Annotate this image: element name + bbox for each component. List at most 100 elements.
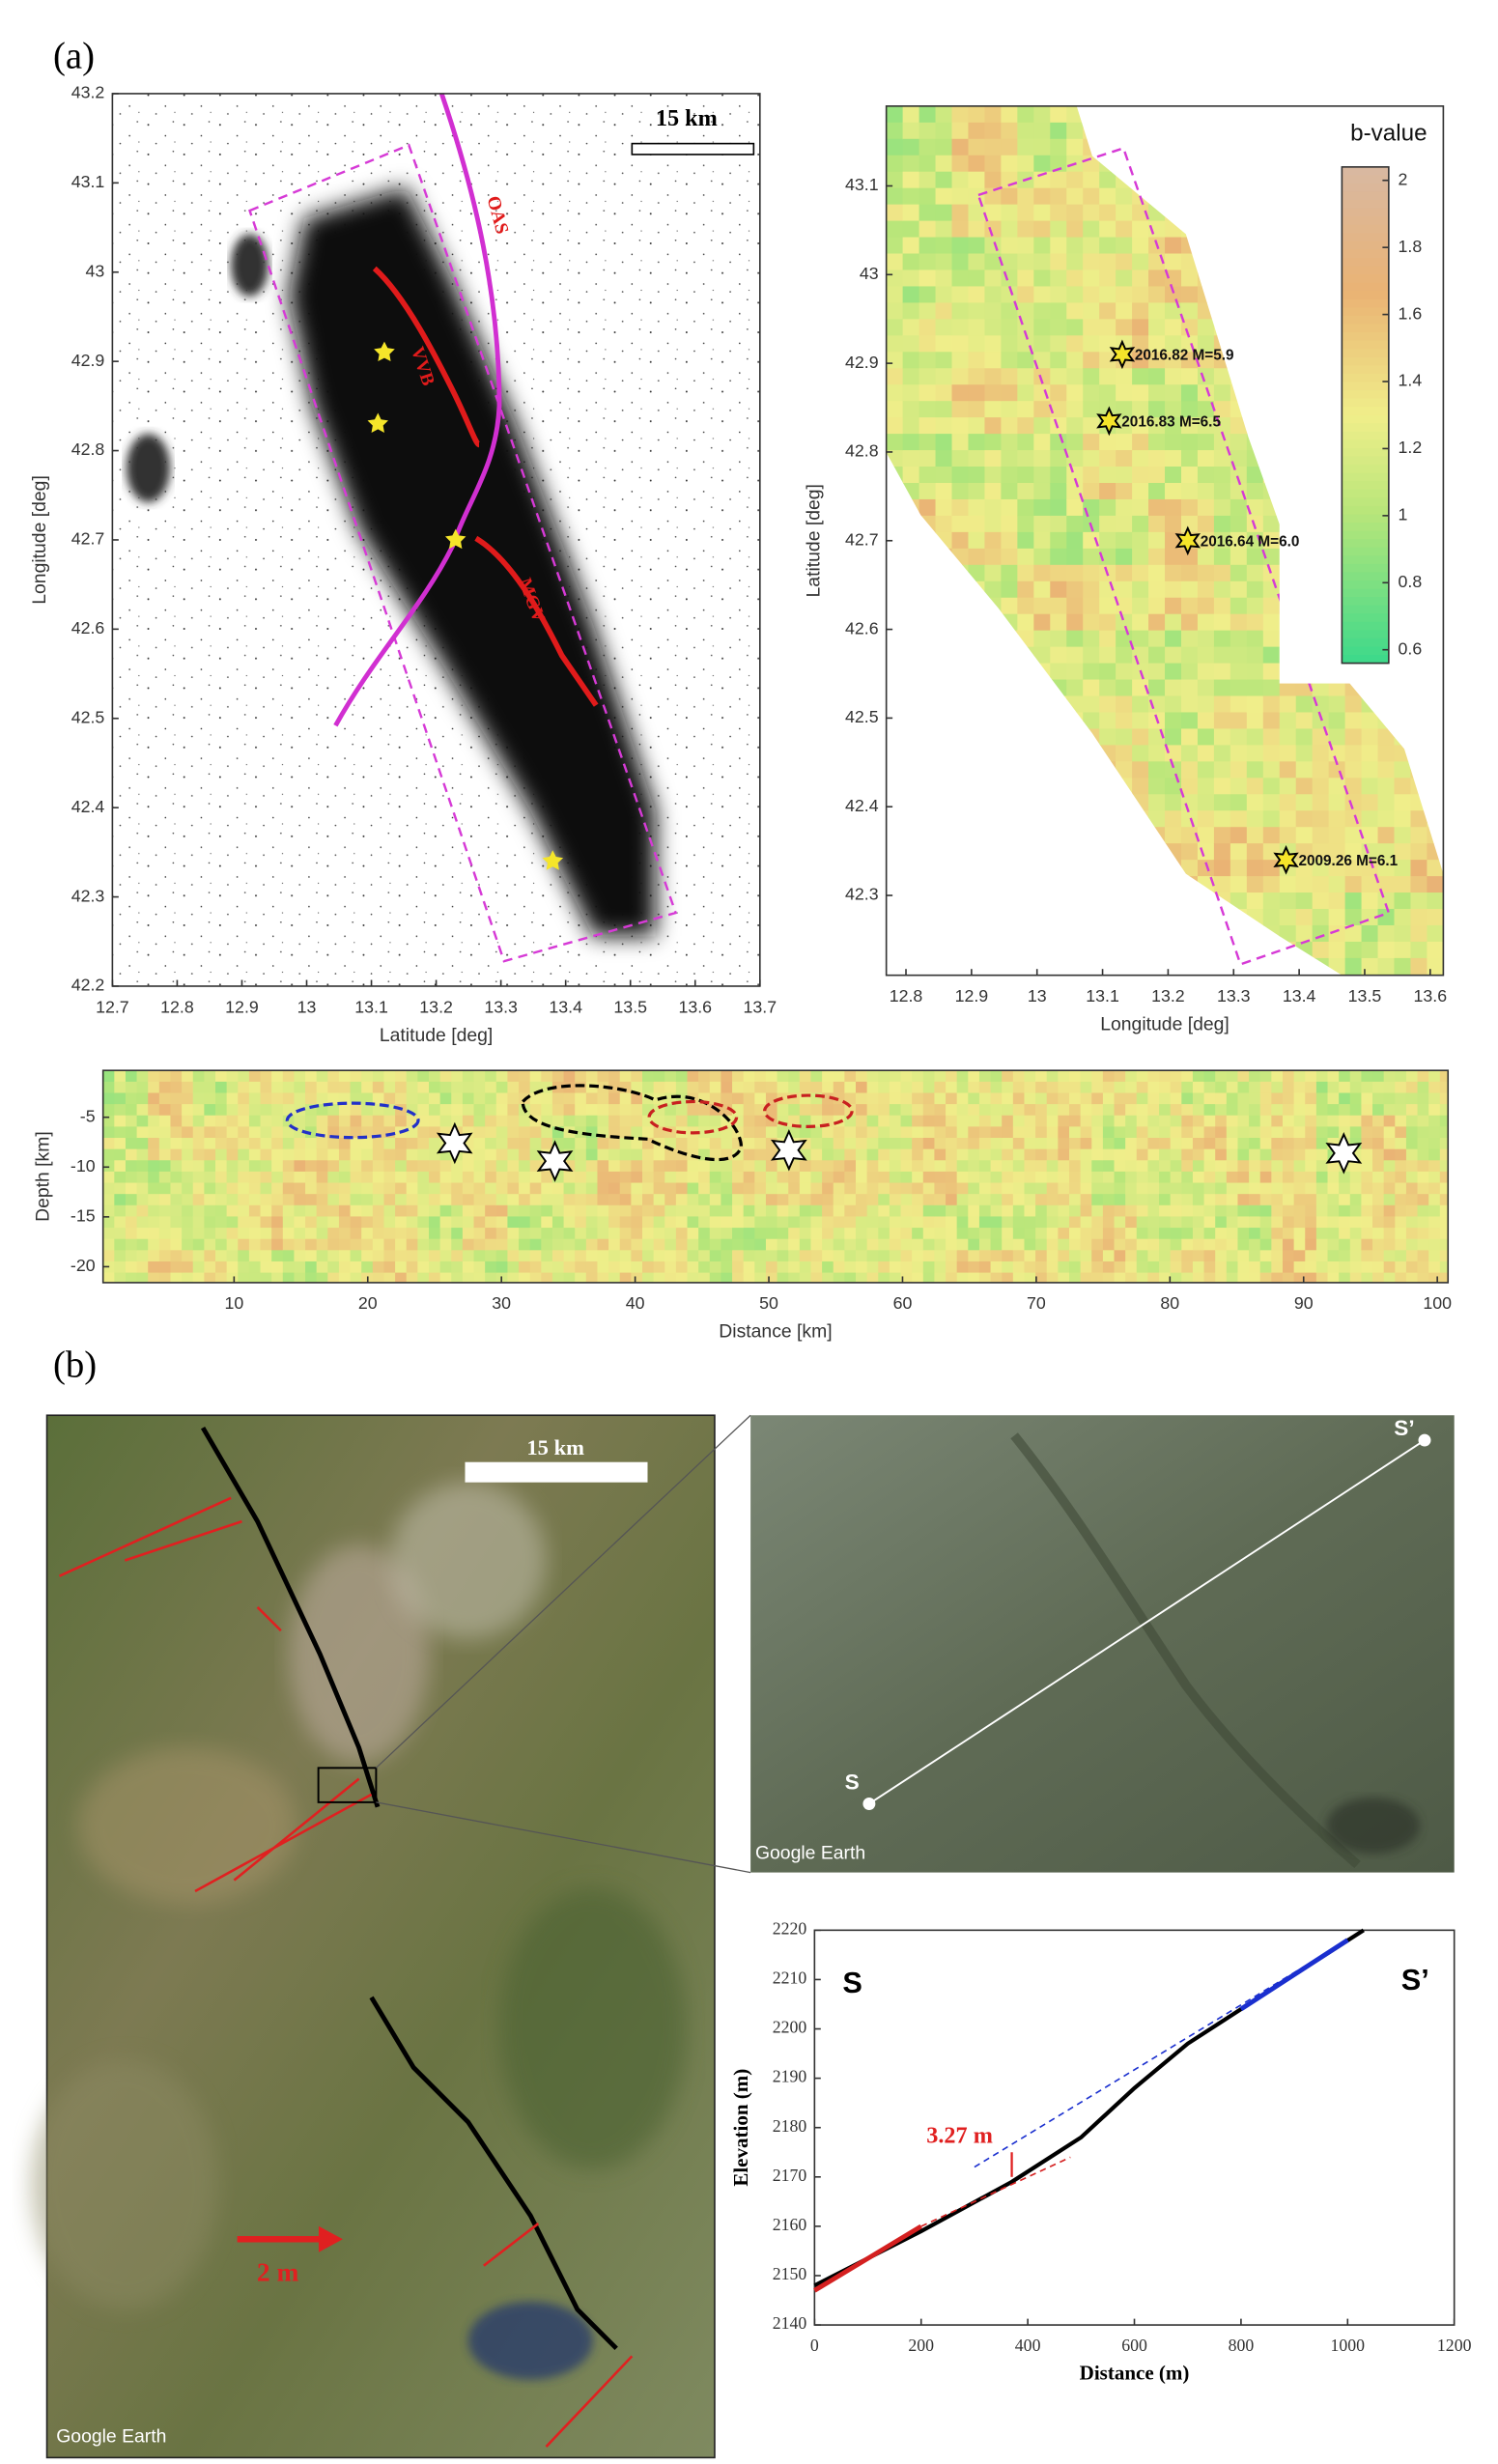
cell: [619, 1160, 633, 1173]
cell: [541, 1092, 553, 1105]
cell: [1083, 924, 1100, 943]
cell: [902, 269, 920, 288]
cell: [889, 1115, 902, 1128]
cell: [984, 843, 1003, 861]
cell: [1192, 1115, 1205, 1128]
cell: [1410, 810, 1428, 828]
cell: [1213, 302, 1231, 321]
cell: [473, 1216, 486, 1229]
cell: [1361, 827, 1379, 844]
cell: [1197, 630, 1215, 648]
cell: [968, 810, 986, 828]
cell: [1180, 957, 1199, 976]
cell: [204, 1182, 216, 1195]
cell: [1148, 302, 1166, 321]
cell: [1001, 467, 1019, 484]
cell: [1417, 1148, 1429, 1161]
cell: [935, 467, 953, 484]
cell: [754, 1238, 767, 1251]
cell: [429, 1104, 441, 1117]
cell: [1372, 1238, 1385, 1251]
cell: [1180, 679, 1199, 697]
cell: [541, 1126, 553, 1139]
cell: [1203, 1238, 1216, 1251]
cell: [158, 1160, 172, 1173]
cell: [1165, 122, 1182, 140]
cell: [631, 1171, 643, 1184]
colorbar-cell: [1342, 191, 1389, 201]
cell: [1001, 695, 1019, 714]
cell: [294, 1160, 306, 1173]
cell: [316, 1148, 328, 1161]
cell: [1066, 319, 1084, 336]
cell: [951, 564, 970, 582]
cell: [956, 1228, 969, 1240]
cell: [597, 1216, 609, 1229]
cell: [935, 941, 953, 959]
cell: [429, 1260, 441, 1274]
cell: [1249, 1182, 1261, 1195]
cell: [136, 1081, 149, 1094]
cell: [721, 1260, 733, 1274]
cell: [1428, 1182, 1441, 1195]
cell: [810, 1160, 823, 1173]
x-tick-label: 1000: [1331, 2336, 1366, 2355]
cell: [1377, 728, 1396, 747]
cell: [956, 1260, 969, 1274]
cell: [810, 1238, 823, 1251]
cell: [1091, 1194, 1104, 1206]
cell: [1066, 467, 1084, 484]
cell: [1349, 1104, 1363, 1117]
colorbar-cell: [1342, 183, 1389, 193]
cell: [1395, 1104, 1407, 1117]
cell: [1246, 498, 1264, 517]
cell: [754, 1216, 767, 1229]
cell: [1033, 368, 1051, 385]
cell: [919, 581, 937, 599]
cell: [919, 155, 937, 173]
cell: [984, 941, 1003, 959]
cell: [1102, 1182, 1116, 1195]
colorbar-cell: [1342, 572, 1389, 581]
cell: [182, 1272, 194, 1283]
cell: [1066, 679, 1084, 697]
colorbar-cell: [1342, 447, 1389, 458]
cell: [271, 1216, 284, 1229]
cell: [238, 1260, 250, 1274]
cell: [1017, 417, 1034, 435]
cell: [182, 1115, 194, 1128]
cell: [417, 1260, 430, 1274]
cell: [575, 1138, 587, 1150]
cell: [1262, 335, 1281, 353]
cell: [1058, 1228, 1070, 1240]
cell: [1249, 1204, 1261, 1218]
cell: [1203, 1204, 1216, 1218]
cell: [1033, 319, 1051, 336]
cell: [1246, 384, 1264, 402]
cell: [451, 1104, 464, 1117]
cell: [395, 1148, 408, 1161]
cell: [984, 515, 1003, 533]
cell: [1305, 1272, 1317, 1283]
cell: [1050, 613, 1067, 632]
cell: [1271, 1138, 1284, 1150]
cell: [902, 843, 920, 861]
cell: [372, 1182, 385, 1195]
cell: [215, 1272, 228, 1283]
cell: [1180, 941, 1199, 959]
cell: [1361, 1238, 1373, 1251]
cell: [1395, 1228, 1407, 1240]
cell: [1091, 1250, 1104, 1262]
cell: [1102, 1228, 1116, 1240]
cell: [1050, 384, 1067, 402]
cell: [597, 1272, 609, 1283]
cell: [429, 1182, 441, 1195]
cell: [1099, 253, 1116, 271]
cell: [1125, 1216, 1138, 1229]
cell: [439, 1070, 452, 1083]
cell: [935, 778, 953, 795]
cell: [350, 1182, 362, 1195]
cell: [406, 1238, 419, 1251]
cell: [1372, 1104, 1385, 1117]
cell: [1012, 1092, 1026, 1105]
